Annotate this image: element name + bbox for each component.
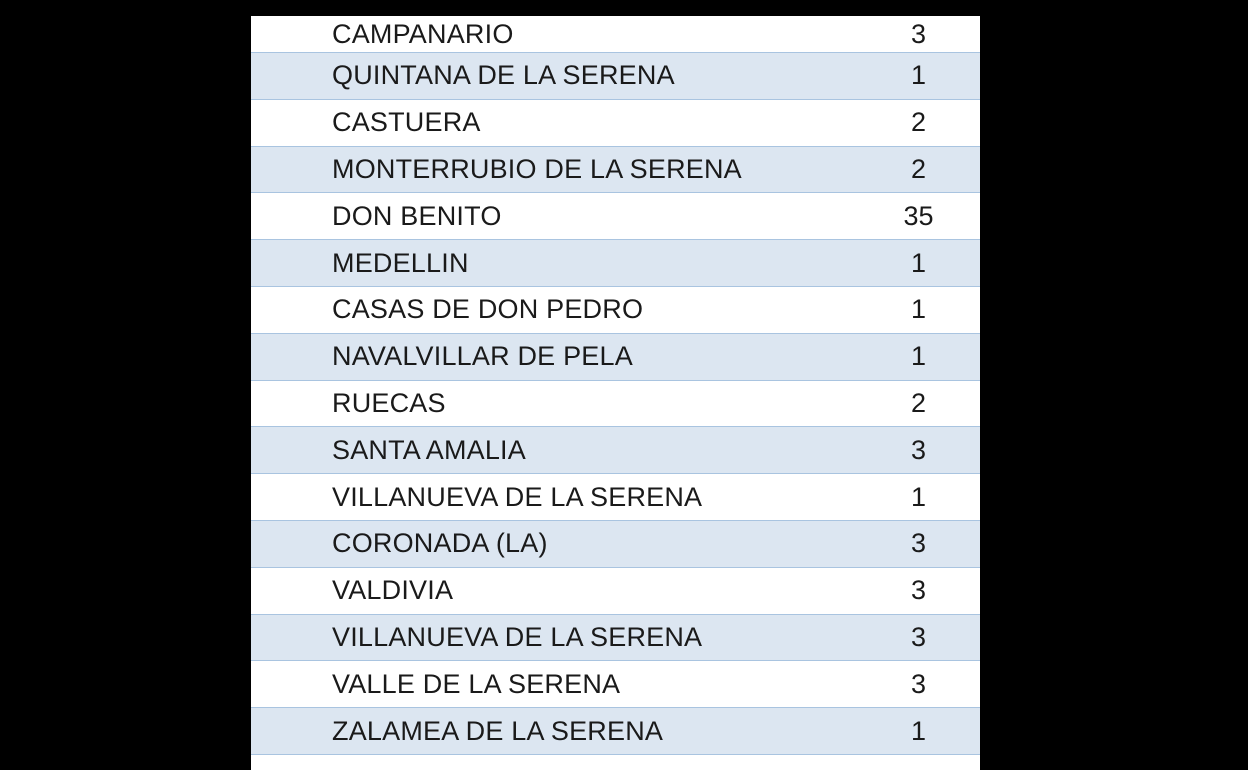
- table-row: VALLE DE LA SERENA 3: [251, 661, 980, 709]
- table-row: VILLANUEVA DE LA SERENA 1: [251, 474, 980, 521]
- case-count: 1: [910, 247, 927, 278]
- case-count: 2: [910, 387, 927, 418]
- table-row: CORONADA (LA) 3: [251, 520, 980, 568]
- case-count: 1: [910, 715, 927, 746]
- municipality-name: QUINTANA DE LA SERENA: [332, 60, 675, 91]
- municipality-name: RUECAS: [332, 387, 446, 418]
- municipality-name: DON BENITO: [332, 200, 502, 231]
- municipality-name: MEDELLIN: [332, 247, 469, 278]
- table: CAMPANARIO 3 QUINTANA DE LA SERENA 1 CAS…: [251, 16, 980, 755]
- municipality-name: VALLE DE LA SERENA: [332, 668, 621, 699]
- municipality-name: VILLANUEVA DE LA SERENA: [332, 481, 703, 512]
- municipality-name: MONTERRUBIO DE LA SERENA: [332, 153, 742, 184]
- case-count: 3: [910, 621, 927, 652]
- case-count: 3: [910, 18, 927, 49]
- table-row: MONTERRUBIO DE LA SERENA 2: [251, 146, 980, 194]
- case-count: 35: [903, 200, 934, 231]
- case-count: 3: [910, 434, 927, 465]
- municipality-name: CASTUERA: [332, 107, 481, 138]
- table-row: MEDELLIN 1: [251, 240, 980, 287]
- table-image: CAMPANARIO 3 QUINTANA DE LA SERENA 1 CAS…: [251, 16, 980, 770]
- table-row: SANTA AMALIA 3: [251, 427, 980, 475]
- table-row: CASAS DE DON PEDRO 1: [251, 286, 980, 334]
- table-row: VALDIVIA 3: [251, 567, 980, 615]
- case-count: 1: [910, 60, 927, 91]
- table-row: ZALAMEA DE LA SERENA 1: [251, 708, 980, 755]
- municipality-name: SANTA AMALIA: [332, 434, 526, 465]
- municipality-name: CORONADA (LA): [332, 528, 548, 559]
- municipality-name: CASAS DE DON PEDRO: [332, 294, 644, 325]
- case-count: 1: [910, 294, 927, 325]
- table-row: QUINTANA DE LA SERENA 1: [251, 53, 980, 100]
- table-row: CASTUERA 2: [251, 99, 980, 147]
- municipality-name: VILLANUEVA DE LA SERENA: [332, 621, 703, 652]
- case-count: 2: [910, 107, 927, 138]
- municipality-name: VALDIVIA: [332, 575, 454, 606]
- table-row: RUECAS 2: [251, 380, 980, 428]
- table-row: VILLANUEVA DE LA SERENA 3: [251, 614, 980, 662]
- case-count: 3: [910, 528, 927, 559]
- municipality-name: NAVALVILLAR DE PELA: [332, 341, 633, 372]
- municipality-name: CAMPANARIO: [332, 18, 514, 49]
- case-count: 3: [910, 575, 927, 606]
- case-count: 1: [910, 481, 927, 512]
- table-row: DON BENITO 35: [251, 193, 980, 241]
- case-count: 2: [910, 153, 927, 184]
- table-row: CAMPANARIO 3: [251, 16, 980, 53]
- case-count: 1: [910, 341, 927, 372]
- case-count: 3: [910, 668, 927, 699]
- table-row: NAVALVILLAR DE PELA 1: [251, 333, 980, 381]
- municipality-name: ZALAMEA DE LA SERENA: [332, 715, 664, 746]
